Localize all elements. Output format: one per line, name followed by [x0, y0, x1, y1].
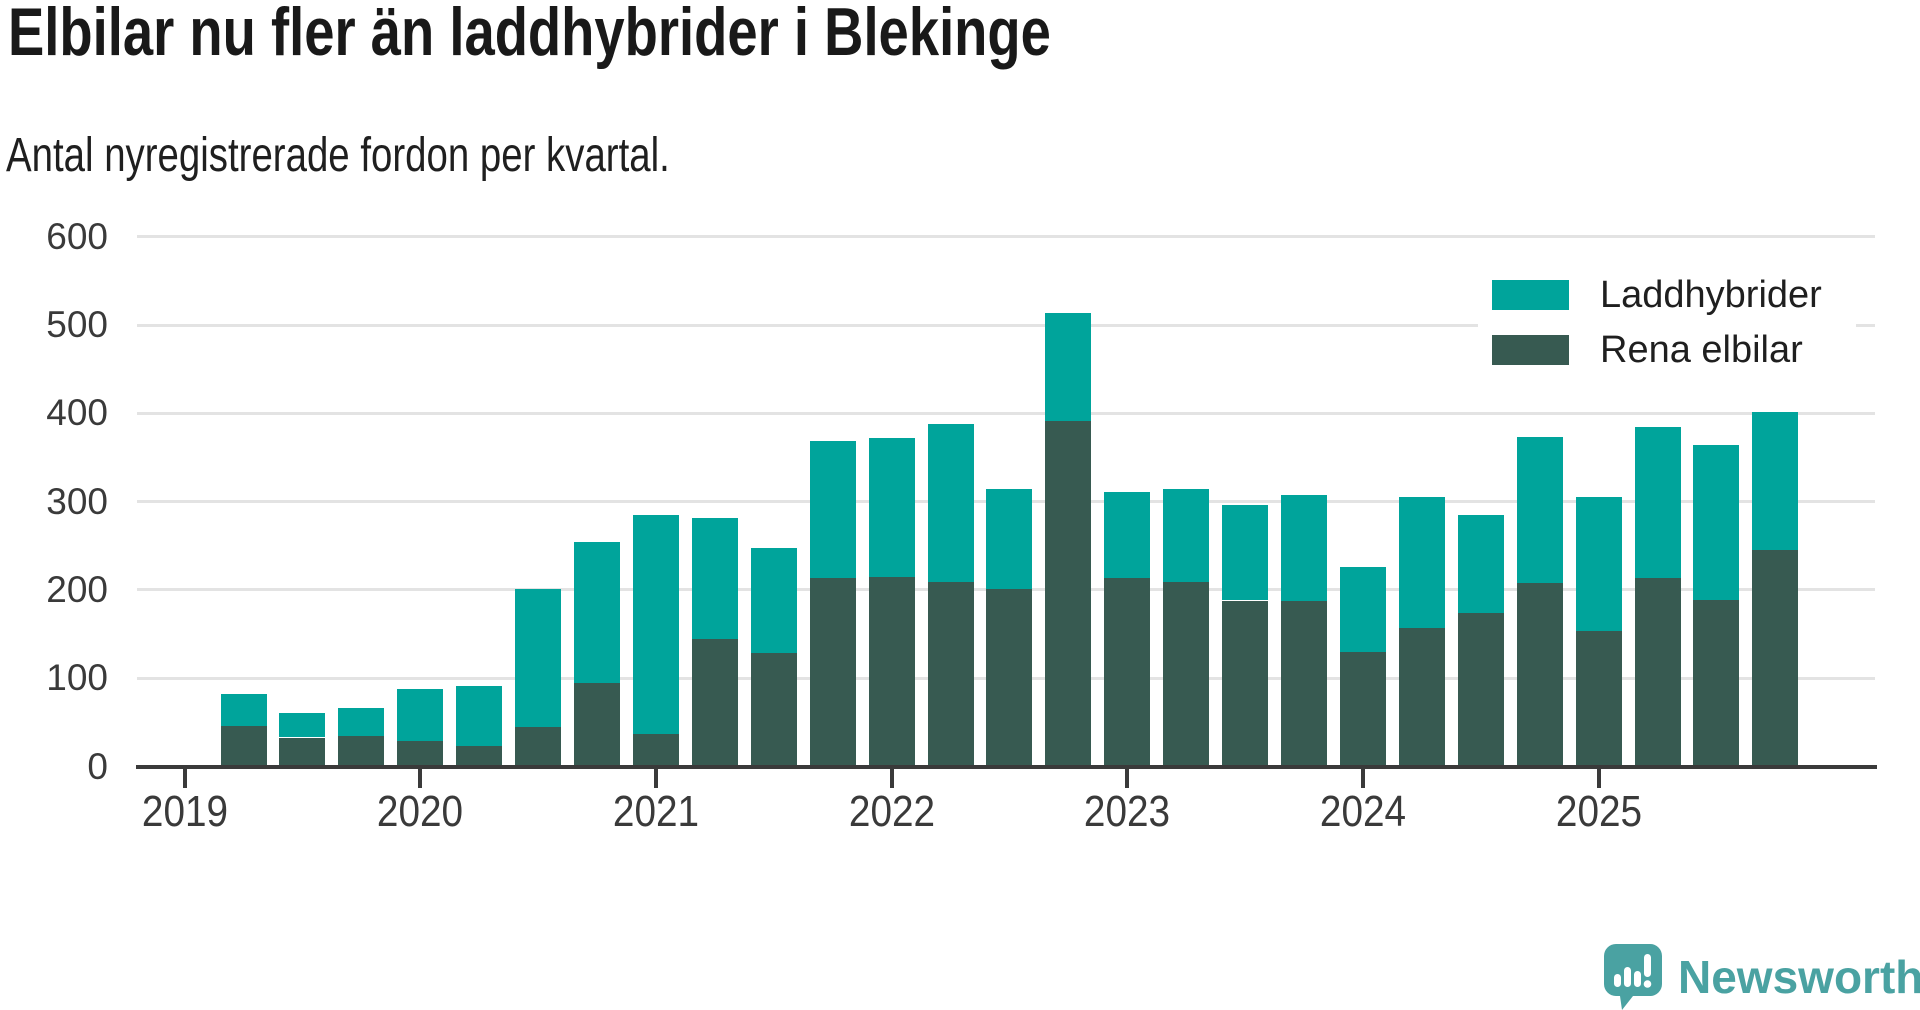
bar-segment-rena-elbilar	[1281, 601, 1327, 767]
bar-segment-laddhybrider	[515, 589, 561, 727]
x-axis-tick	[418, 766, 422, 788]
legend: Laddhybrider Rena elbilar	[1478, 268, 1856, 382]
x-axis-tick-label: 2024	[1292, 790, 1433, 834]
bar-segment-rena-elbilar	[279, 738, 325, 768]
bar-segment-laddhybrider	[1281, 495, 1327, 602]
bar-segment-laddhybrider	[1576, 497, 1622, 630]
y-axis-tick-label: 400	[0, 394, 108, 432]
newsworthy-branding: Newsworthy	[1604, 944, 1920, 1010]
x-axis-tick-label: 2020	[350, 790, 491, 834]
y-axis-tick-label: 200	[0, 571, 108, 609]
x-axis-tick	[654, 766, 658, 788]
bar-segment-laddhybrider	[1752, 412, 1798, 550]
legend-item-laddhybrider: Laddhybrider	[1492, 280, 1822, 310]
bar-segment-rena-elbilar	[1576, 631, 1622, 768]
bar-segment-rena-elbilar	[397, 741, 443, 768]
x-axis-tick	[1125, 766, 1129, 788]
chart-title: Elbilar nu fler än laddhybrider i Blekin…	[8, 0, 1051, 66]
bar-segment-rena-elbilar	[928, 582, 974, 768]
bar-segment-laddhybrider	[633, 515, 679, 734]
legend-item-rena-elbilar: Rena elbilar	[1492, 335, 1803, 365]
bar-segment-rena-elbilar	[1045, 421, 1091, 767]
bar-segment-rena-elbilar	[692, 639, 738, 767]
bar-segment-rena-elbilar	[1693, 600, 1739, 768]
bar-segment-rena-elbilar	[1517, 583, 1563, 768]
bar-segment-rena-elbilar	[1340, 652, 1386, 768]
x-axis-tick-label: 2019	[114, 790, 255, 834]
x-axis-tick-label: 2021	[585, 790, 726, 834]
legend-swatch-rena-elbilar	[1492, 335, 1569, 365]
x-axis-tick	[890, 766, 894, 788]
bar-segment-laddhybrider	[1517, 437, 1563, 583]
bar-segment-rena-elbilar	[986, 589, 1032, 768]
bar-segment-rena-elbilar	[751, 653, 797, 768]
bar-segment-laddhybrider	[1693, 445, 1739, 600]
x-axis-tick	[1361, 766, 1365, 788]
bar-segment-laddhybrider	[751, 548, 797, 652]
chart-subtitle: Antal nyregistrerade fordon per kvartal.	[6, 132, 670, 180]
newsworthy-logo-icon	[1604, 944, 1662, 1010]
x-axis-tick-label: 2023	[1057, 790, 1198, 834]
legend-swatch-laddhybrider	[1492, 280, 1569, 310]
bar-segment-laddhybrider	[1458, 515, 1504, 613]
bar-segment-laddhybrider	[928, 424, 974, 582]
x-axis-tick-label: 2025	[1528, 790, 1669, 834]
bar-segment-laddhybrider	[221, 694, 267, 726]
bar-segment-laddhybrider	[279, 713, 325, 738]
bar-segment-laddhybrider	[1222, 505, 1268, 600]
bar-segment-laddhybrider	[810, 441, 856, 578]
bar-segment-rena-elbilar	[1104, 578, 1150, 768]
bar-segment-laddhybrider	[456, 686, 502, 746]
bar-segment-rena-elbilar	[1163, 582, 1209, 768]
bar-segment-laddhybrider	[1104, 492, 1150, 578]
bar-segment-laddhybrider	[338, 708, 384, 735]
bar-segment-rena-elbilar	[338, 736, 384, 768]
y-axis-tick-label: 500	[0, 306, 108, 344]
bar-segment-rena-elbilar	[1399, 628, 1445, 768]
y-axis-tick-label: 0	[0, 748, 108, 786]
y-axis-tick-label: 100	[0, 659, 108, 697]
bar-segment-rena-elbilar	[633, 734, 679, 768]
x-axis-line	[136, 765, 1877, 769]
bar-segment-rena-elbilar	[869, 577, 915, 768]
y-gridline	[137, 412, 1875, 415]
x-axis-tick-label: 2022	[821, 790, 962, 834]
bar-segment-laddhybrider	[1340, 567, 1386, 652]
bar-segment-laddhybrider	[986, 489, 1032, 589]
bar-segment-laddhybrider	[692, 518, 738, 640]
bar-segment-rena-elbilar	[1222, 601, 1268, 768]
legend-label-rena-elbilar: Rena elbilar	[1600, 331, 1803, 369]
bar-segment-laddhybrider	[397, 689, 443, 741]
bar-segment-rena-elbilar	[221, 726, 267, 768]
bar-segment-rena-elbilar	[1752, 550, 1798, 767]
bar-segment-laddhybrider	[869, 438, 915, 577]
bar-segment-rena-elbilar	[1635, 578, 1681, 768]
legend-label-laddhybrider: Laddhybrider	[1600, 276, 1822, 314]
bar-segment-laddhybrider	[1635, 427, 1681, 577]
newsworthy-logo-text: Newsworthy	[1678, 954, 1920, 1000]
bar-segment-laddhybrider	[574, 542, 620, 682]
bar-segment-laddhybrider	[1163, 489, 1209, 582]
bar-segment-rena-elbilar	[515, 727, 561, 768]
chart-canvas: Elbilar nu fler än laddhybrider i Blekin…	[0, 0, 1920, 1010]
y-axis-tick-label: 600	[0, 218, 108, 256]
bar-segment-laddhybrider	[1399, 497, 1445, 628]
bar-segment-laddhybrider	[1045, 313, 1091, 422]
bar-segment-rena-elbilar	[810, 578, 856, 768]
y-axis-tick-label: 300	[0, 483, 108, 521]
y-gridline	[137, 235, 1875, 238]
x-axis-tick	[183, 766, 187, 788]
bar-segment-rena-elbilar	[1458, 613, 1504, 768]
bar-segment-rena-elbilar	[574, 683, 620, 768]
x-axis-tick	[1597, 766, 1601, 788]
